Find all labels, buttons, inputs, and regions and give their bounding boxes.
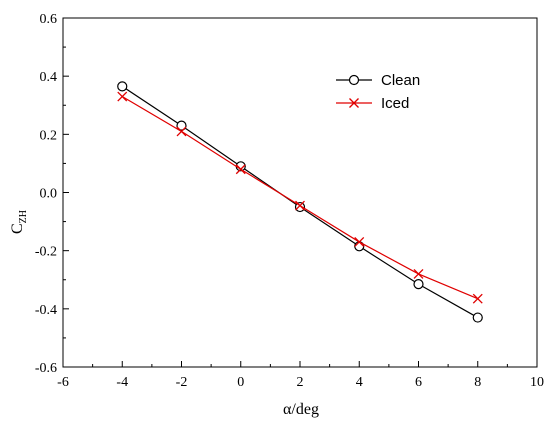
y-tick-label: 0.2 <box>40 128 58 143</box>
y-axis-title-sub: ZH <box>18 210 29 223</box>
legend-label: Iced <box>381 95 409 112</box>
svg-text:CZH: CZH <box>9 210 29 234</box>
series-layer <box>117 81 483 323</box>
data-point <box>472 312 483 323</box>
y-tick-label: 0.4 <box>40 70 58 85</box>
data-point <box>413 268 424 279</box>
data-point <box>176 126 187 137</box>
x-tick-label: 8 <box>474 375 481 390</box>
series-line <box>121 96 478 300</box>
series-clean <box>117 81 483 323</box>
y-axis-title: CZH <box>9 210 29 234</box>
plot-frame <box>62 17 538 368</box>
data-point <box>295 200 305 211</box>
x-axis: -6 -4 -2 0 2 4 6 8 10 <box>57 361 544 390</box>
y-axis-title-main: C <box>9 223 26 234</box>
x-axis-title: α/deg <box>283 401 319 418</box>
x-tick-label: 0 <box>237 375 244 390</box>
x-tick-label: -2 <box>176 375 188 390</box>
series-iced <box>117 91 483 304</box>
y-tick-label: 0.6 <box>40 12 58 27</box>
legend-item: Clean <box>336 72 420 89</box>
data-point <box>235 164 246 175</box>
x-tick-label: 6 <box>415 375 422 390</box>
data-point <box>176 120 187 131</box>
y-tick-label: -0.2 <box>35 245 57 260</box>
data-point <box>349 98 359 108</box>
legend-item: Iced <box>336 95 409 112</box>
data-point <box>117 81 128 92</box>
x-tick-label: 2 <box>297 375 304 390</box>
x-tick-label: -6 <box>57 375 69 390</box>
data-point <box>354 236 365 247</box>
data-point <box>117 91 128 102</box>
data-point <box>472 293 483 304</box>
x-tick-label: -4 <box>116 375 128 390</box>
plot-border <box>62 17 538 368</box>
y-tick-label: 0.0 <box>40 187 58 202</box>
data-point <box>413 279 424 290</box>
y-tick-label: -0.6 <box>35 361 57 376</box>
legend-label: Clean <box>381 72 420 89</box>
y-axis: -0.6 -0.4 -0.2 0.0 0.2 0.4 0.6 <box>35 12 69 376</box>
y-tick-label: -0.4 <box>35 303 57 318</box>
x-tick-label: 4 <box>356 375 363 390</box>
legend: Clean Iced <box>336 72 420 112</box>
x-tick-label: 10 <box>530 375 544 390</box>
data-point <box>348 74 360 86</box>
